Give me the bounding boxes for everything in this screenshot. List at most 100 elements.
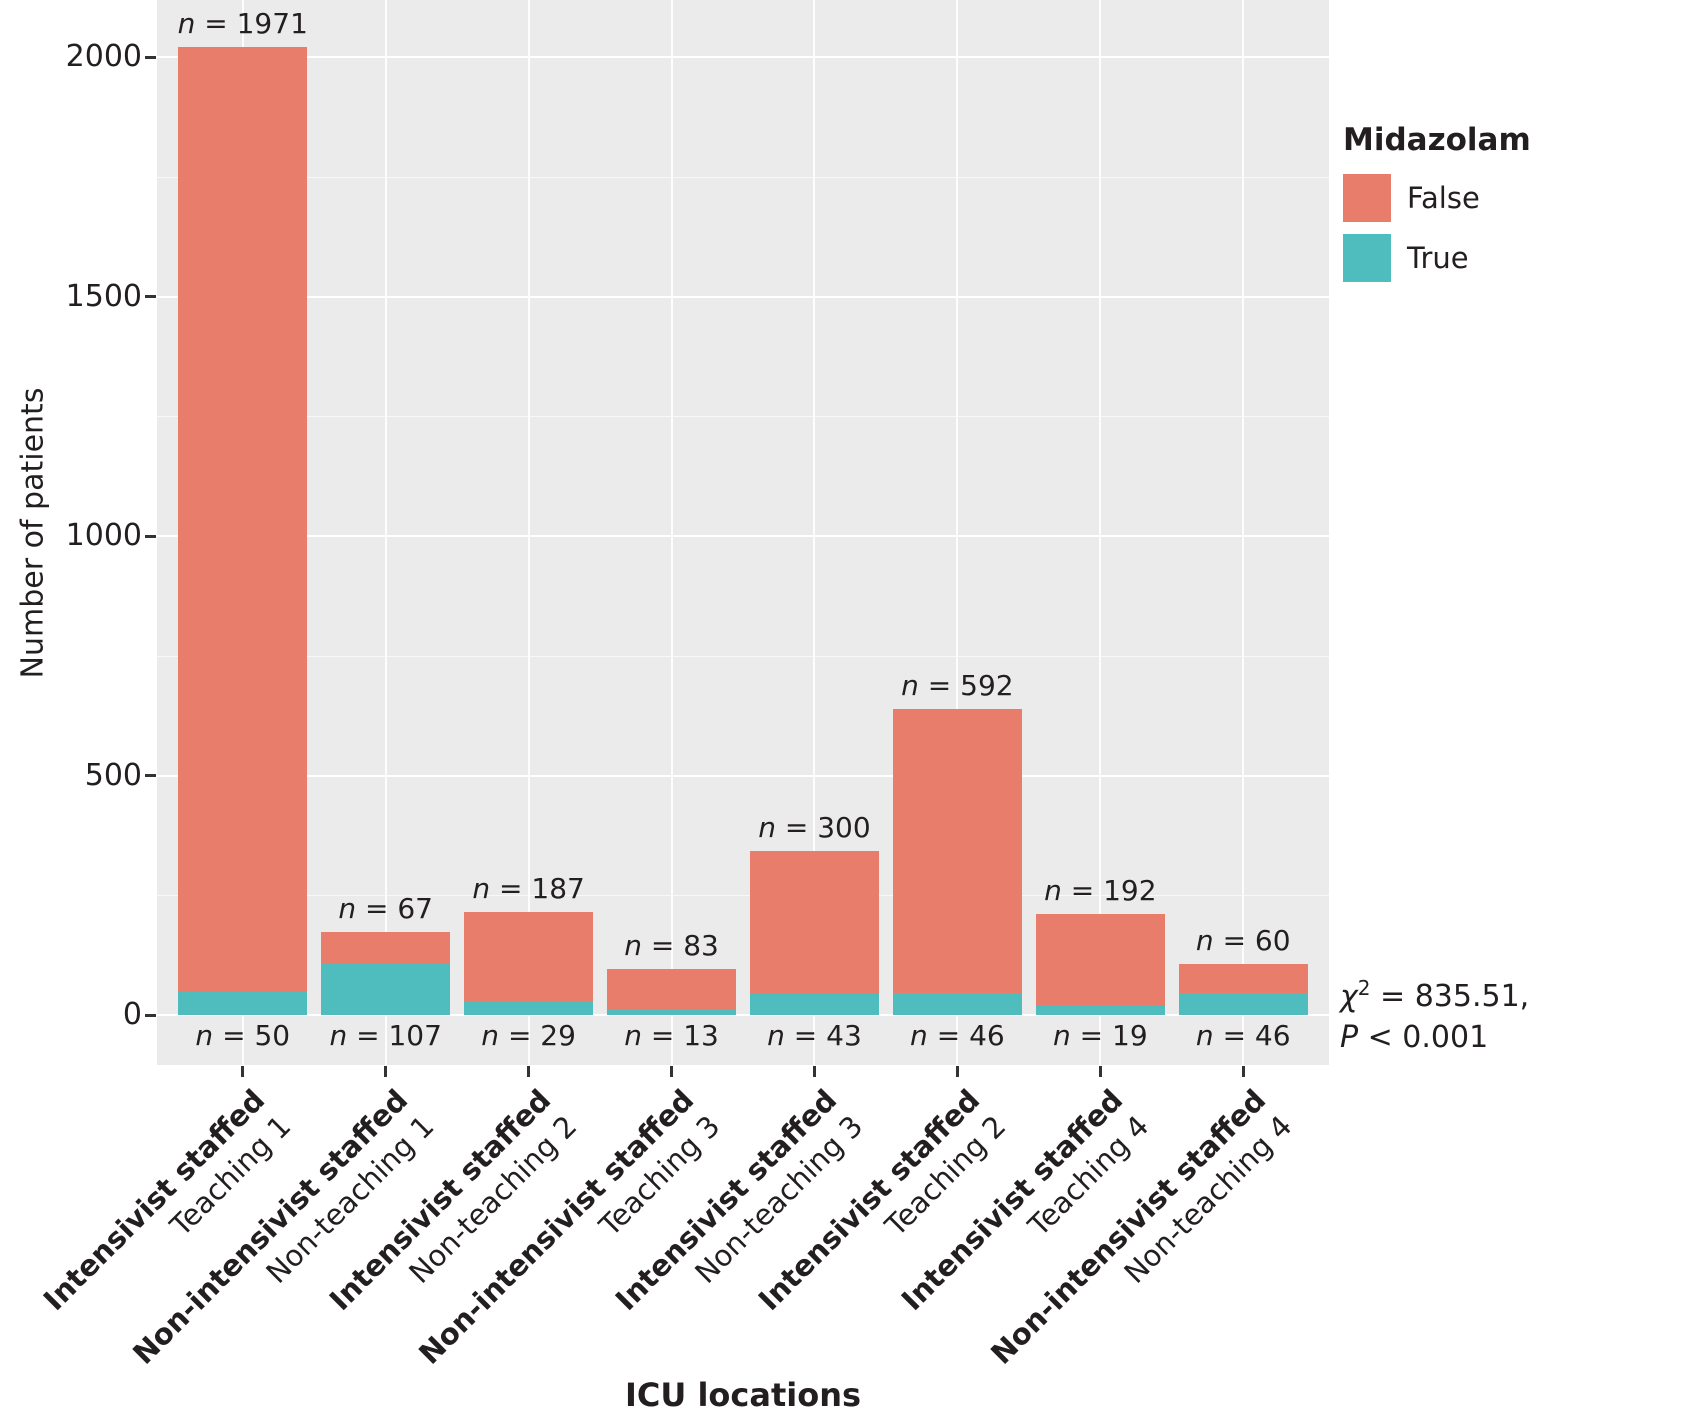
n-symbol: n [624, 929, 642, 963]
legend-entry-true: True [1343, 234, 1531, 282]
n-symbol: n [1195, 1019, 1214, 1052]
gridline-vertical [670, 0, 673, 1065]
n-value: = 50 [213, 1019, 291, 1052]
y-tick-mark [145, 295, 156, 298]
x-tick-mark [812, 1066, 816, 1077]
bar-top-label: n = 192 [1044, 873, 1157, 907]
y-tick-mark [145, 534, 156, 538]
gridline-horizontal-major [157, 295, 1329, 298]
legend-entry-false: False [1343, 174, 1531, 222]
n-value: = 46 [927, 1019, 1005, 1052]
gridline-vertical [956, 0, 959, 1065]
legend-false-label: False [1407, 181, 1480, 215]
x-axis-title: ICU locations [624, 1376, 862, 1414]
bar-false-segment [750, 850, 879, 995]
bar-false-segment [464, 911, 593, 1002]
n-symbol: n [338, 891, 357, 925]
bar-true-segment [607, 1008, 736, 1015]
legend-title: Midazolam [1343, 122, 1531, 158]
bar-bottom-label: n = 29 [481, 1021, 576, 1051]
n-symbol: n [472, 871, 491, 905]
n-symbol: n [758, 810, 776, 844]
bar-top-label: n = 300 [758, 810, 871, 844]
gridline-vertical [384, 0, 387, 1065]
n-value: = 592 [918, 669, 1014, 703]
bar-bottom-label: n = 46 [910, 1021, 1005, 1051]
n-value: = 46 [1213, 1019, 1291, 1052]
bar-top-label: n = 83 [624, 931, 719, 961]
bar-bottom-label: n = 50 [195, 1021, 290, 1051]
n-value: = 192 [1061, 873, 1157, 907]
gridline-vertical [813, 0, 816, 1065]
x-tick-mark [670, 1066, 674, 1077]
bar-true-segment [464, 1001, 593, 1015]
gridline-horizontal-major [157, 56, 1329, 58]
gridline-horizontal-minor [157, 416, 1329, 418]
bar-bottom-label: n = 13 [624, 1021, 719, 1051]
n-value: = 60 [1213, 924, 1291, 958]
n-symbol: n [329, 1019, 348, 1052]
bar-true-segment [893, 992, 1022, 1015]
y-tick-label: 2000 [65, 39, 142, 74]
y-tick-label: 0 [122, 997, 142, 1032]
bar-false-segment [893, 709, 1022, 993]
x-tick-mark [955, 1066, 959, 1077]
gridline-vertical [1099, 0, 1102, 1065]
n-symbol: n [195, 1019, 214, 1052]
x-tick-mark [527, 1066, 531, 1077]
chi-symbol: χ [1340, 979, 1358, 1014]
x-tick-mark [241, 1066, 245, 1077]
x-tick-mark [1241, 1066, 1245, 1077]
chi-value: = 835.51, [1370, 979, 1530, 1014]
plot-panel [157, 0, 1329, 1065]
y-tick-mark [145, 1013, 156, 1017]
bar-true-segment [1178, 992, 1308, 1015]
gridline-horizontal-major [157, 774, 1329, 777]
y-tick-label: 500 [84, 757, 142, 793]
n-value: = 19 [1070, 1019, 1148, 1052]
gridline-vertical [527, 0, 530, 1065]
p-value-line: P < 0.001 [1340, 1017, 1529, 1058]
bar-top-label: n = 592 [901, 671, 1013, 701]
n-symbol: n [624, 1019, 642, 1052]
legend-true-swatch [1343, 234, 1391, 282]
y-tick-label: 1000 [65, 518, 142, 553]
n-symbol: n [910, 1019, 928, 1052]
bar-true-segment [750, 994, 879, 1015]
n-value: = 67 [356, 891, 433, 925]
chi-square-annotation: χ2 = 835.51, P < 0.001 [1340, 976, 1529, 1058]
n-symbol: n [177, 6, 196, 40]
y-tick-label: 1500 [65, 278, 142, 314]
gridline-horizontal-major [157, 535, 1329, 537]
n-value: = 13 [641, 1019, 719, 1052]
legend-false-swatch [1343, 174, 1391, 222]
n-value: = 300 [775, 810, 871, 844]
n-symbol: n [901, 669, 919, 703]
x-tick-mark [1098, 1066, 1102, 1077]
gridline-horizontal-minor [157, 176, 1329, 178]
bar-true-segment [321, 963, 450, 1015]
bar-false-segment [607, 969, 736, 1009]
bar-top-label: n = 60 [1196, 926, 1291, 956]
n-symbol: n [1195, 924, 1214, 958]
n-symbol: n [1044, 873, 1062, 907]
p-symbol: P [1340, 1020, 1359, 1055]
gridline-vertical [1242, 0, 1245, 1065]
y-tick-mark [145, 774, 156, 777]
x-tick-mark [384, 1066, 388, 1077]
legend-true-label: True [1407, 241, 1469, 275]
legend: Midazolam False True [1343, 122, 1531, 294]
bar-bottom-label: n = 46 [1196, 1021, 1291, 1051]
n-symbol: n [1052, 1019, 1071, 1052]
bar-false-segment [1178, 964, 1308, 993]
n-value: = 43 [784, 1019, 862, 1052]
n-value: = 187 [490, 871, 585, 905]
bar-false-segment [1036, 913, 1165, 1006]
p-value: < 0.001 [1358, 1020, 1489, 1055]
n-symbol: n [767, 1019, 785, 1052]
n-value: = 29 [499, 1019, 576, 1052]
gridline-horizontal-minor [157, 655, 1329, 657]
chi-square-line: χ2 = 835.51, [1340, 976, 1529, 1017]
n-value: = 107 [347, 1019, 442, 1052]
